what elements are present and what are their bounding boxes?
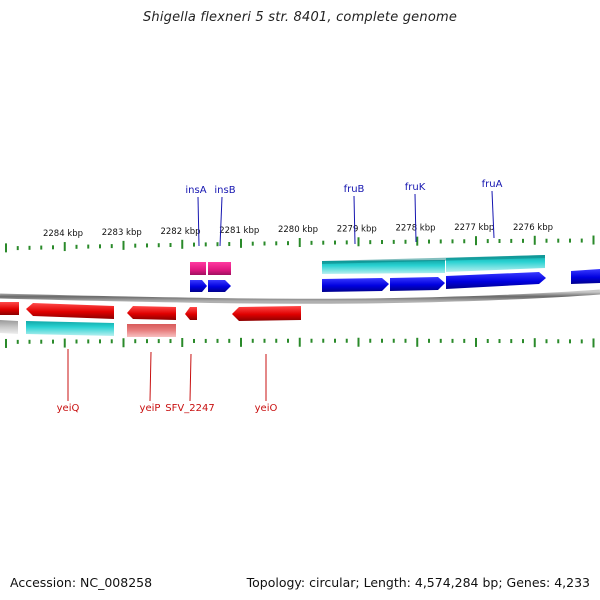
reverse-cds-track <box>0 302 301 321</box>
tick-row-outer <box>5 235 595 253</box>
scale-tick-label: 2276 kbp <box>513 223 553 233</box>
fruA-cds[interactable] <box>446 272 546 289</box>
leader-line-SFV_2247 <box>189 353 192 402</box>
topology-label: Topology: circular; Length: 4,574,284 bp… <box>246 575 590 590</box>
forward-gene-track <box>322 255 545 274</box>
map-title: Shigella flexneri 5 str. 8401, complete … <box>142 10 458 25</box>
accession-label: Accession: NC_008258 <box>10 575 153 590</box>
insA-cds[interactable] <box>190 280 207 292</box>
leader-line-insA <box>197 196 200 247</box>
yeiQ-gene[interactable] <box>26 321 114 336</box>
gene-label-SFV_2247[interactable]: SFV_2247 <box>165 403 214 414</box>
gene-label-fruA[interactable]: fruA <box>482 179 503 190</box>
yeiP-cds[interactable] <box>127 306 176 320</box>
gene-labels: insA insB fruB fruK fruA yeiQ yeiP SFV_2247 yeiO <box>57 179 503 414</box>
leader-line-fruB <box>353 195 356 245</box>
leader-line-fruK <box>414 193 417 243</box>
SFV_2247-cds[interactable] <box>185 307 197 320</box>
insB-cds[interactable] <box>208 280 231 292</box>
scale-tick-label: 2277 kbp <box>454 223 494 233</box>
genome-backbone <box>0 289 600 304</box>
scale-tick-label: 2280 kbp <box>278 225 318 235</box>
yeiP-gene[interactable] <box>127 324 176 337</box>
insB-element[interactable] <box>208 262 231 275</box>
gene-label-insB[interactable]: insB <box>214 185 235 196</box>
yeiO-cds[interactable] <box>232 306 301 321</box>
gene-label-fruK[interactable]: fruK <box>405 182 426 193</box>
scale-tick-label: 2284 kbp <box>43 229 83 239</box>
leader-line-fruA <box>491 190 495 239</box>
gene-label-fruB[interactable]: fruB <box>344 184 365 195</box>
gene-label-yeiO[interactable]: yeiO <box>255 403 278 414</box>
fruB-gene-shadow <box>322 255 545 264</box>
gene-label-yeiQ[interactable]: yeiQ <box>57 403 80 414</box>
scale-tick-label: 2283 kbp <box>102 228 142 238</box>
prev-reverse-cds[interactable] <box>0 302 19 315</box>
insA-element[interactable] <box>190 262 206 275</box>
fruB-cds[interactable] <box>322 278 389 292</box>
gene-label-insA[interactable]: insA <box>185 185 206 196</box>
reverse-gene-track <box>0 320 176 337</box>
leader-line-insB <box>219 196 223 247</box>
scale-tick-label: 2279 kbp <box>337 224 377 234</box>
mobile-element-track <box>190 262 231 275</box>
fruB-gene[interactable] <box>322 260 445 274</box>
scale-tick-label: 2281 kbp <box>219 226 259 236</box>
fruK-cds[interactable] <box>390 277 445 291</box>
gene-label-yeiP[interactable]: yeiP <box>140 403 161 414</box>
prev-pseudo-gene[interactable] <box>0 320 18 334</box>
forward-cds-track <box>190 269 600 292</box>
yeiQ-cds[interactable] <box>26 303 114 319</box>
leader-line-yeiP <box>149 351 152 402</box>
tick-row-inner <box>5 337 595 348</box>
next-forward-cds[interactable] <box>571 269 600 284</box>
scale-tick-label: 2282 kbp <box>160 227 200 237</box>
